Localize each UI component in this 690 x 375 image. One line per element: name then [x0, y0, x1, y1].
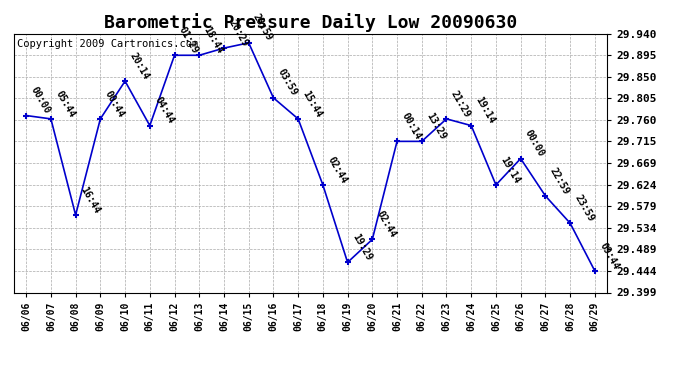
Text: 20:29: 20:29 — [226, 18, 250, 48]
Text: 03:59: 03:59 — [276, 68, 299, 98]
Text: 13:29: 13:29 — [424, 111, 448, 141]
Text: 20:14: 20:14 — [128, 51, 151, 81]
Text: 18:44: 18:44 — [201, 25, 225, 56]
Text: 19:14: 19:14 — [498, 154, 522, 185]
Text: 05:44: 05:44 — [53, 88, 77, 119]
Text: 23:59: 23:59 — [251, 12, 275, 43]
Title: Barometric Pressure Daily Low 20090630: Barometric Pressure Daily Low 20090630 — [104, 13, 517, 32]
Text: 23:59: 23:59 — [573, 193, 596, 223]
Text: 22:59: 22:59 — [548, 165, 571, 196]
Text: 04:44: 04:44 — [152, 95, 176, 126]
Text: 00:44: 00:44 — [103, 88, 126, 119]
Text: 15:44: 15:44 — [301, 88, 324, 119]
Text: 16:44: 16:44 — [78, 184, 101, 215]
Text: 02:44: 02:44 — [375, 209, 398, 240]
Text: 21:29: 21:29 — [449, 88, 473, 119]
Text: 00:14: 00:14 — [400, 111, 423, 141]
Text: 09:44: 09:44 — [598, 241, 621, 271]
Text: 01:29: 01:29 — [177, 25, 200, 56]
Text: Copyright 2009 Cartronics.com: Copyright 2009 Cartronics.com — [17, 39, 198, 49]
Text: 19:14: 19:14 — [474, 95, 497, 126]
Text: 19:29: 19:29 — [350, 232, 373, 262]
Text: 02:44: 02:44 — [326, 154, 348, 185]
Text: 00:00: 00:00 — [523, 128, 546, 159]
Text: 00:00: 00:00 — [29, 85, 52, 116]
